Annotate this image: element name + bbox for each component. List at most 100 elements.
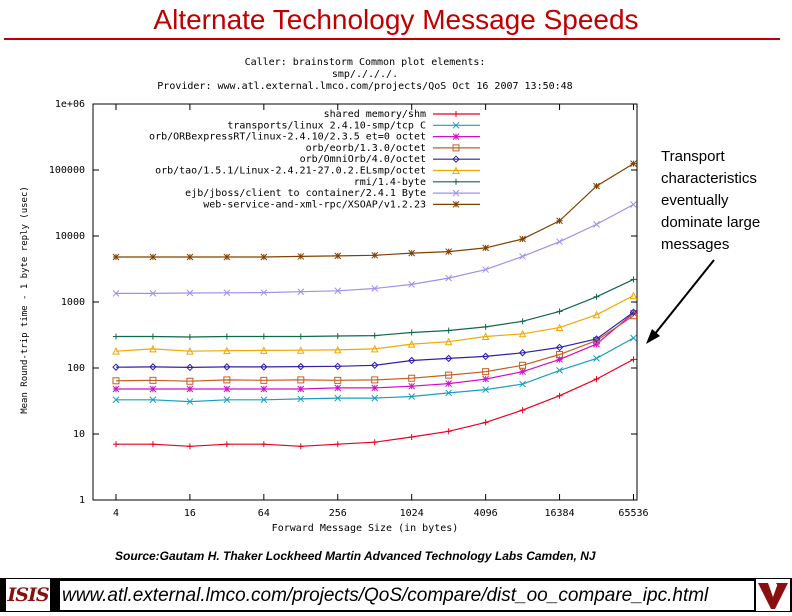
x-tick-label: 1024 xyxy=(400,508,424,519)
data-point xyxy=(112,333,119,340)
series-8 xyxy=(112,201,637,297)
series-5 xyxy=(112,308,638,372)
data-point xyxy=(260,346,268,354)
footer-url: www.atl.external.lmco.com/projects/QoS/c… xyxy=(62,585,709,606)
data-point xyxy=(260,289,268,296)
data-point xyxy=(334,441,341,448)
data-point xyxy=(297,333,304,340)
data-point xyxy=(260,396,268,404)
y-tick-label: 1 xyxy=(79,495,85,506)
series-line xyxy=(115,315,634,382)
data-point xyxy=(112,441,119,448)
data-point xyxy=(186,443,193,450)
x-tick-label: 16 xyxy=(184,508,196,519)
data-point xyxy=(452,133,460,140)
series-line xyxy=(115,295,634,352)
data-point xyxy=(297,288,305,296)
data-point xyxy=(371,394,379,402)
y-tick-label: 10000 xyxy=(55,231,85,242)
data-point xyxy=(556,217,563,225)
data-point xyxy=(408,249,416,257)
data-point xyxy=(149,333,156,340)
vanderbilt-logo xyxy=(756,579,790,611)
data-point xyxy=(297,443,304,450)
data-point xyxy=(297,253,305,260)
x-tick-label: 65536 xyxy=(618,508,648,519)
y-tick-label: 100 xyxy=(67,363,85,374)
data-point xyxy=(334,333,341,340)
series-line xyxy=(116,203,634,294)
data-point xyxy=(334,384,342,392)
series-2 xyxy=(112,334,637,405)
data-point xyxy=(592,335,601,343)
x-tick-label: 4 xyxy=(113,508,119,519)
data-point xyxy=(519,235,526,243)
legend-label: shared memory/shm xyxy=(324,109,426,120)
data-point xyxy=(630,160,637,167)
data-point xyxy=(260,376,268,384)
data-point xyxy=(453,111,459,117)
data-point xyxy=(519,368,526,376)
data-point xyxy=(260,363,268,371)
data-point xyxy=(186,385,194,393)
series-9 xyxy=(112,160,637,261)
data-point xyxy=(408,329,415,336)
data-point xyxy=(371,439,378,446)
data-point xyxy=(223,385,231,393)
data-point xyxy=(149,290,157,297)
data-point xyxy=(408,393,416,400)
footer-url-box xyxy=(60,581,754,610)
data-point xyxy=(593,376,600,383)
data-point xyxy=(519,318,526,325)
x-tick-label: 64 xyxy=(258,508,270,519)
data-point xyxy=(452,166,460,174)
data-point xyxy=(186,333,193,340)
callout-annotation: Transport characteristics eventually dom… xyxy=(661,148,761,253)
data-point xyxy=(445,248,453,255)
data-point xyxy=(223,289,231,297)
data-point xyxy=(112,363,120,371)
data-point xyxy=(408,374,416,382)
legend-label: rmi/1.4-byte xyxy=(354,177,426,188)
data-point xyxy=(445,380,453,387)
data-point xyxy=(149,396,157,404)
y-tick-label: 100000 xyxy=(49,165,85,176)
slide-title: Alternate Technology Message Speeds xyxy=(153,4,639,35)
legend-label: web-service-and-xml-rpc/XSOAP/v1.2.23 xyxy=(203,199,426,210)
data-point xyxy=(407,340,416,348)
data-point xyxy=(334,362,342,371)
series-3 xyxy=(112,309,637,393)
y-axis-label: Mean Round-trip time - 1 byte reply (use… xyxy=(20,186,30,414)
data-point xyxy=(149,376,157,384)
data-point xyxy=(629,291,638,300)
data-point xyxy=(223,376,231,384)
data-point xyxy=(371,251,379,259)
data-point xyxy=(445,327,452,334)
data-point xyxy=(149,441,156,448)
data-point xyxy=(408,434,415,441)
data-point xyxy=(452,189,460,197)
data-point xyxy=(370,344,379,353)
data-point xyxy=(333,345,342,354)
series-1 xyxy=(112,356,637,450)
data-point xyxy=(556,308,563,315)
y-tick-label: 1000 xyxy=(61,297,85,308)
data-point xyxy=(223,253,231,261)
data-point xyxy=(371,285,379,292)
data-point xyxy=(452,144,460,152)
data-point xyxy=(112,347,120,355)
data-point xyxy=(260,385,268,393)
data-point xyxy=(296,346,305,354)
data-point xyxy=(556,238,563,246)
data-point xyxy=(223,396,231,404)
data-point xyxy=(452,201,460,208)
data-point xyxy=(452,155,460,163)
data-point xyxy=(593,293,600,300)
series-layer xyxy=(112,160,638,450)
data-point xyxy=(482,419,489,426)
data-point xyxy=(482,386,489,393)
data-point xyxy=(453,178,459,185)
legend-label: ejb/jboss/client to container/2.4.1 Byte xyxy=(185,188,426,199)
data-point xyxy=(444,354,453,363)
